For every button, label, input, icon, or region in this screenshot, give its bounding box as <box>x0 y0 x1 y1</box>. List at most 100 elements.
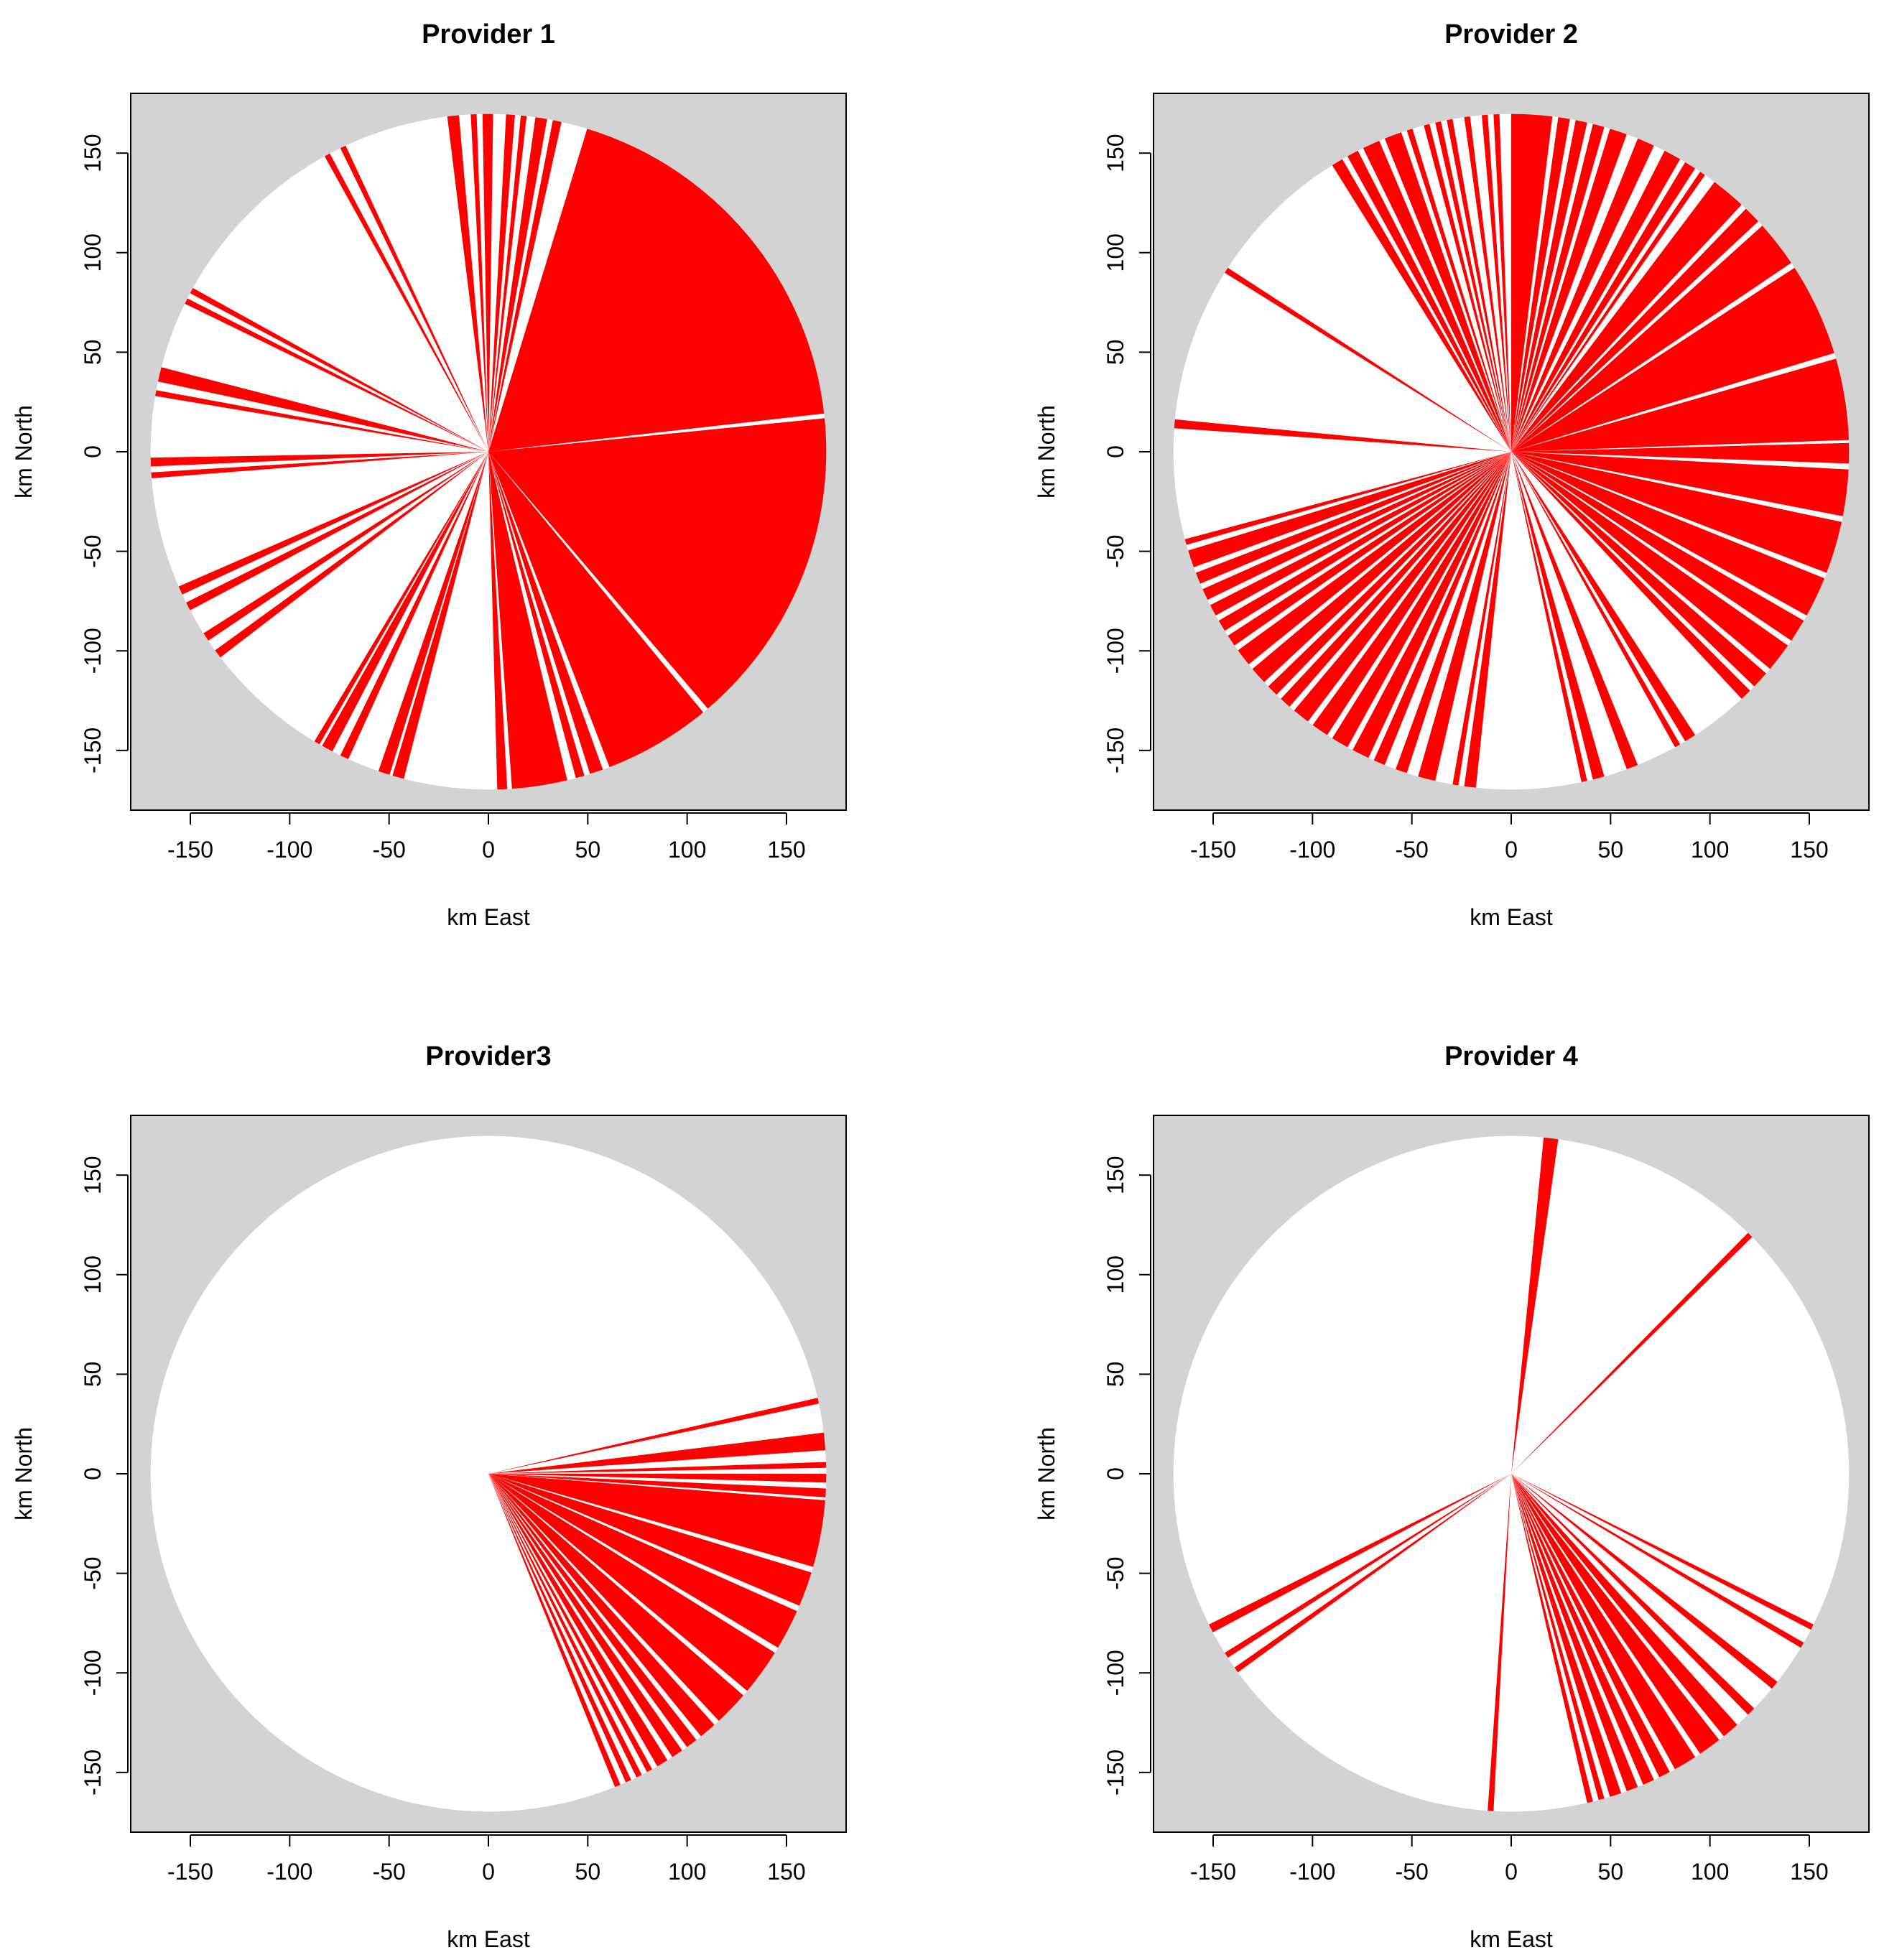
coverage-wedge <box>215 452 488 658</box>
coverage-wedge <box>447 115 488 452</box>
coverage-wedge <box>1218 452 1511 631</box>
coverage-wedge <box>1234 1474 1511 1673</box>
coverage-wedge <box>488 117 547 452</box>
coverage-wedge <box>488 1474 642 1778</box>
coverage-wedge <box>488 1474 682 1757</box>
coverage-wedge <box>1511 129 1627 452</box>
y-axis-label: km North <box>1034 1427 1059 1520</box>
x-tick-label: 0 <box>482 837 495 863</box>
coverage-wedge <box>488 452 704 768</box>
coverage-wedge <box>392 452 488 779</box>
x-tick-label: 0 <box>1505 837 1518 863</box>
x-tick-label: 150 <box>1790 837 1828 863</box>
y-tick-label: -150 <box>80 1750 106 1796</box>
y-tick-label: 0 <box>80 445 106 458</box>
y-tick-label: -50 <box>80 534 106 567</box>
coverage-wedge <box>1268 452 1511 695</box>
y-tick-label: 150 <box>80 134 106 172</box>
coverage-wedge <box>1447 119 1511 452</box>
coverage-wedge <box>488 452 567 789</box>
coverage-wedge <box>488 1474 697 1747</box>
coverage-wedge <box>1452 452 1511 786</box>
y-tick-label: 50 <box>1103 340 1128 366</box>
coverage-wedge <box>488 115 527 452</box>
x-tick-label: -100 <box>266 1859 312 1885</box>
coverage-wedge <box>488 114 515 452</box>
y-tick-label: 50 <box>1103 1362 1128 1388</box>
coverage-wedge <box>1511 1474 1804 1648</box>
coverage-wedge <box>1464 452 1511 788</box>
y-tick-label: -100 <box>80 628 106 674</box>
y-tick-label: -150 <box>1103 728 1128 774</box>
coverage-wedge <box>1511 1474 1670 1778</box>
x-axis-label: km East <box>1470 904 1553 930</box>
coverage-wedge <box>1511 267 1834 452</box>
coverage-wedge <box>1511 452 1804 641</box>
y-tick-label: -150 <box>1103 1750 1128 1796</box>
coverage-wedge <box>1511 120 1587 452</box>
x-axis-label: km East <box>1470 1926 1553 1952</box>
coverage-wedge <box>488 1474 775 1691</box>
coverage-wedge <box>488 1474 743 1721</box>
x-tick-label: -100 <box>1289 837 1335 863</box>
panel-provider-1: -150 -100 -50 0 50 100 150 -150 -100 -50 0 50 100 150… <box>11 19 847 930</box>
coverage-wedge <box>488 1474 812 1606</box>
coverage-wedge <box>1195 452 1511 584</box>
y-tick-label: -50 <box>1103 1556 1128 1589</box>
coverage-wedge <box>1511 452 1849 516</box>
x-tick-label: -100 <box>1289 1859 1335 1885</box>
coverage-wedge <box>1511 1232 1753 1474</box>
coverage-wedge <box>1511 452 1842 573</box>
x-tick-label: -50 <box>1396 837 1429 863</box>
plot-frame <box>1153 1115 1870 1833</box>
coverage-wedge <box>324 153 488 452</box>
x-axis-label: km East <box>447 904 530 930</box>
coverage-wedge <box>1332 452 1511 748</box>
coverage-wedge <box>1511 442 1850 464</box>
coverage-wedge <box>1225 267 1511 452</box>
coverage-wedge <box>1210 452 1511 616</box>
coverage-wedge <box>1488 1474 1511 1811</box>
coverage-wedge <box>488 1462 827 1474</box>
coverage-wedge <box>1209 1474 1511 1632</box>
coverage-wedge <box>1511 1474 1622 1797</box>
x-tick-label: 0 <box>482 1859 495 1885</box>
y-tick-label: 100 <box>1103 1255 1128 1293</box>
coverage-wedge <box>1406 129 1511 452</box>
coverage-wedge <box>1511 162 1696 452</box>
x-tick-label: 50 <box>575 837 601 863</box>
plot-frame <box>130 93 847 811</box>
coverage-wedge <box>1511 150 1681 452</box>
y-tick-label: 100 <box>80 1255 106 1293</box>
chart-title: Provider 2 <box>1444 19 1578 50</box>
coverage-wedge <box>1511 138 1654 452</box>
coverage-wedge <box>1396 452 1511 774</box>
coverage-wedge <box>1511 1474 1593 1803</box>
y-tick-label: -100 <box>1103 1650 1128 1696</box>
coverage-wedge <box>1511 1474 1720 1754</box>
coverage-wedge <box>1332 159 1511 452</box>
coverage-wedge <box>1511 1474 1696 1770</box>
coverage-wedge <box>1435 121 1511 452</box>
coverage-wedge <box>203 452 488 641</box>
coverage-wedge <box>488 452 585 779</box>
x-tick-label: 150 <box>1790 1859 1828 1885</box>
x-tick-label: 100 <box>1691 837 1729 863</box>
coverage-wedge <box>1511 182 1742 452</box>
coverage-wedge <box>1384 132 1511 452</box>
y-tick-label: 150 <box>1103 134 1128 172</box>
coverage-wedge <box>186 452 488 610</box>
coverage-wedge <box>1511 452 1638 769</box>
coverage-wedge <box>488 1474 631 1783</box>
plot-frame <box>130 1115 847 1833</box>
coverage-wedge <box>488 1398 820 1474</box>
coverage-wedge <box>340 145 488 452</box>
coverage-wedge <box>1511 452 1587 783</box>
coverage-wedge <box>151 452 489 478</box>
y-tick-label: 100 <box>80 233 106 271</box>
coverage-wedge <box>488 1432 826 1474</box>
y-tick-label: -50 <box>1103 534 1128 567</box>
coverage-wedge <box>1511 452 1750 699</box>
coverage-wedge <box>488 1474 653 1773</box>
